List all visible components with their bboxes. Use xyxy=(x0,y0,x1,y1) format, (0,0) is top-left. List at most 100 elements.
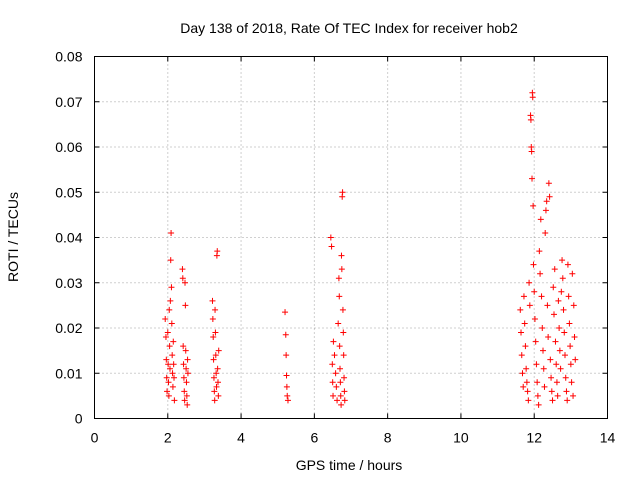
grid-lines xyxy=(94,56,608,419)
data-point xyxy=(166,343,173,350)
data-point xyxy=(335,320,342,327)
data-point xyxy=(182,302,189,309)
data-point xyxy=(338,401,345,408)
data-point xyxy=(169,370,176,377)
data-point xyxy=(517,306,524,313)
data-point xyxy=(341,388,348,395)
y-tick-label: 0.01 xyxy=(55,365,82,381)
data-point xyxy=(339,189,346,196)
data-point xyxy=(562,374,569,381)
data-point xyxy=(532,338,539,345)
data-point xyxy=(526,279,533,286)
data-point xyxy=(523,365,530,372)
data-point xyxy=(559,275,566,282)
y-tick-label: 0.08 xyxy=(55,49,82,65)
data-point xyxy=(184,401,191,408)
data-point xyxy=(556,347,563,354)
data-point xyxy=(526,302,533,309)
data-point xyxy=(566,320,573,327)
data-point xyxy=(335,275,342,282)
data-point xyxy=(570,302,577,309)
data-point xyxy=(540,347,547,354)
data-point xyxy=(530,202,537,209)
data-point xyxy=(520,293,527,300)
data-point xyxy=(549,397,556,404)
data-point xyxy=(540,365,547,372)
data-point xyxy=(209,297,216,304)
data-point xyxy=(539,325,546,331)
data-point xyxy=(337,379,344,386)
data-point xyxy=(183,392,190,399)
data-point xyxy=(166,365,173,372)
data-point xyxy=(181,397,188,404)
y-tick-label: 0.04 xyxy=(55,230,82,246)
data-point xyxy=(546,193,553,200)
data-point xyxy=(553,361,560,368)
data-point xyxy=(168,284,175,291)
data-point xyxy=(567,361,574,368)
data-point xyxy=(559,257,566,264)
data-point xyxy=(164,329,171,336)
x-axis-label: GPS time / hours xyxy=(296,457,403,473)
data-point xyxy=(212,306,219,313)
axis-ticks: 0 2 4 6 8 10 12 14 0 0.01 0.02 0.03 0.04 0.05 0.06 0.07… xyxy=(55,49,615,446)
data-point xyxy=(214,365,221,372)
data-point xyxy=(534,379,541,386)
data-point xyxy=(564,261,571,268)
data-point xyxy=(524,388,531,395)
data-point xyxy=(330,338,337,345)
data-point xyxy=(209,315,216,322)
data-point xyxy=(165,392,172,399)
data-point xyxy=(557,365,564,372)
data-point xyxy=(163,356,170,363)
data-point xyxy=(179,275,186,282)
data-point xyxy=(282,331,289,338)
data-point xyxy=(332,370,339,377)
data-point xyxy=(534,392,541,399)
data-point xyxy=(527,116,534,123)
data-point xyxy=(531,288,538,295)
data-point xyxy=(341,374,348,381)
data-point xyxy=(545,180,552,187)
data-point xyxy=(183,365,190,372)
x-tick-label: 0 xyxy=(91,430,99,446)
x-tick-label: 6 xyxy=(310,430,318,446)
data-point xyxy=(528,148,535,155)
data-point xyxy=(523,379,530,386)
x-tick-label: 14 xyxy=(600,430,616,446)
data-point xyxy=(334,397,341,404)
data-point xyxy=(183,379,190,386)
data-point xyxy=(338,266,345,273)
data-point xyxy=(211,397,218,404)
data-point xyxy=(171,397,178,404)
data-point xyxy=(519,370,526,377)
data-point xyxy=(542,229,549,236)
data-point xyxy=(180,374,187,381)
data-point xyxy=(536,248,543,255)
data-point xyxy=(162,334,169,341)
data-point xyxy=(284,392,291,399)
y-tick-label: 0.05 xyxy=(55,184,82,200)
data-point xyxy=(170,361,177,368)
data-point xyxy=(165,379,172,386)
data-point xyxy=(569,270,576,277)
data-point xyxy=(548,388,555,395)
x-tick-label: 8 xyxy=(384,430,392,446)
data-point xyxy=(520,383,527,390)
data-point xyxy=(215,347,222,354)
x-tick-label: 2 xyxy=(164,430,172,446)
data-point xyxy=(214,379,221,386)
x-tick-label: 4 xyxy=(237,430,245,446)
data-point xyxy=(551,266,558,273)
data-point xyxy=(341,397,348,404)
data-point xyxy=(338,252,345,259)
data-point xyxy=(551,311,558,318)
data-point xyxy=(561,329,568,336)
y-tick-label: 0.07 xyxy=(55,94,82,110)
data-points xyxy=(162,89,579,408)
data-point xyxy=(184,370,191,377)
data-point xyxy=(547,356,554,363)
data-point xyxy=(568,379,575,386)
data-point xyxy=(184,356,191,363)
